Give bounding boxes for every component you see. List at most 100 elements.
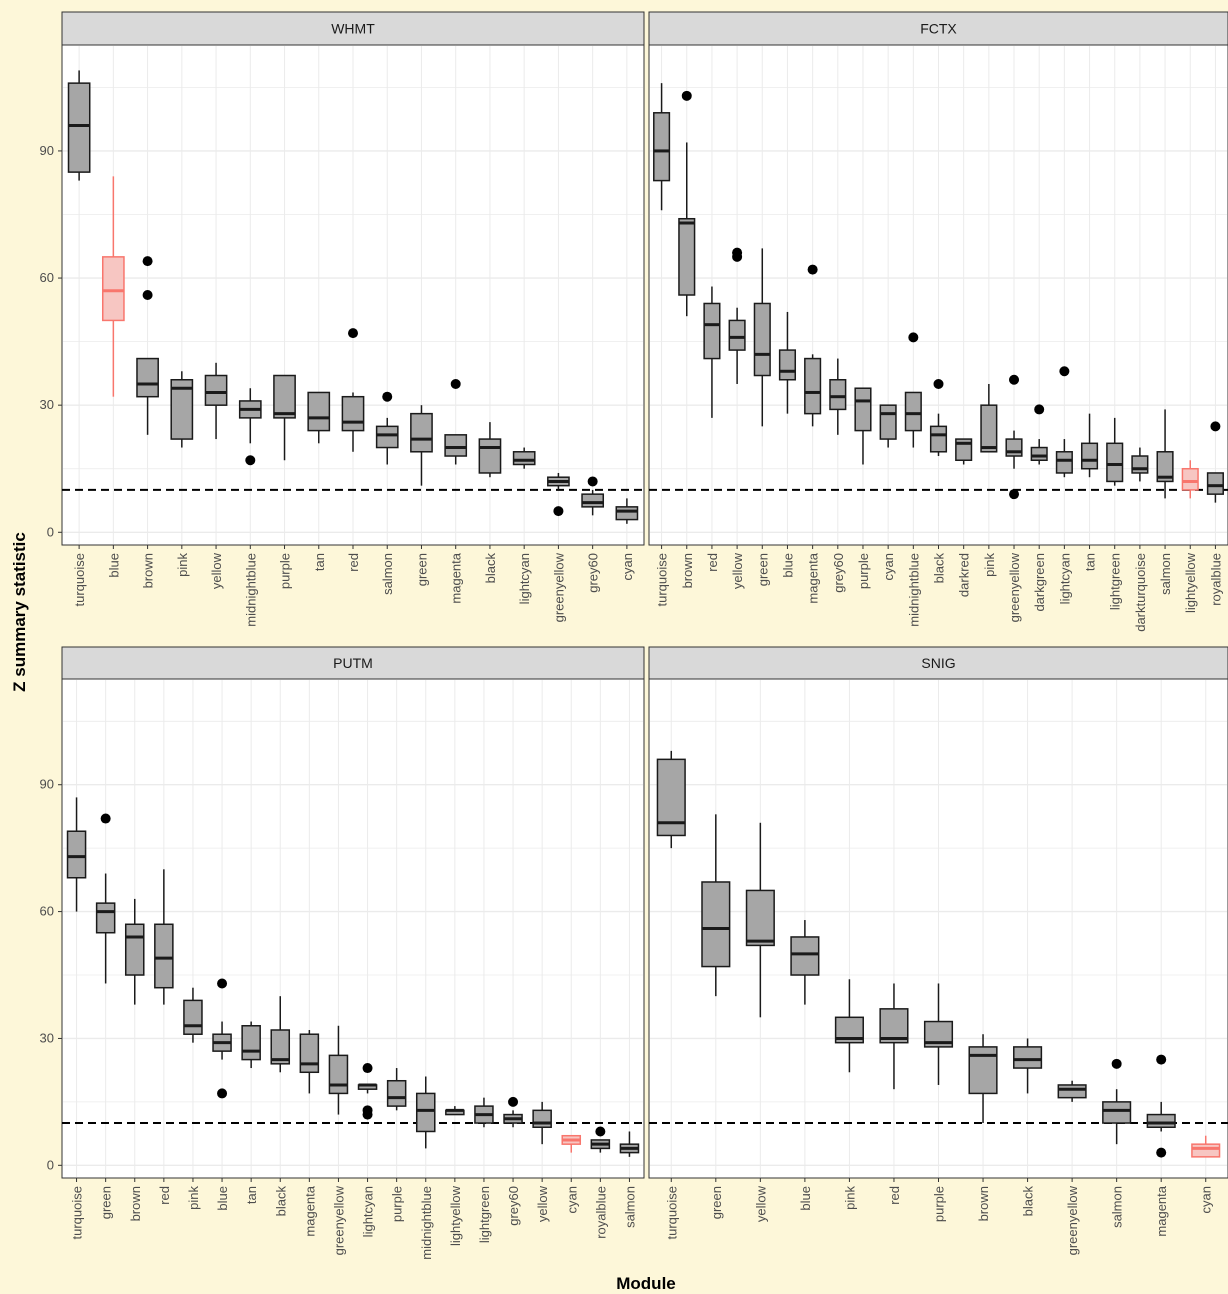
- box-lightgreen: [474, 1097, 494, 1128]
- outlier-point: [553, 506, 564, 517]
- outlier-point: [908, 332, 919, 343]
- x-tick-label: lightgreen: [477, 1186, 492, 1243]
- x-tick-label: purple: [390, 1186, 405, 1222]
- x-tick-label: blue: [798, 1186, 813, 1211]
- box-greenyellow: [1057, 1080, 1087, 1102]
- outlier-point: [142, 256, 153, 267]
- x-tick-label: magenta: [302, 1185, 317, 1236]
- x-tick-label: grey60: [586, 553, 601, 593]
- x-tick-label: brown: [128, 1186, 143, 1221]
- x-tick-label: turquoise: [664, 1186, 679, 1239]
- box-iqr: [478, 438, 502, 474]
- box-iqr: [386, 1079, 407, 1107]
- box-iqr: [328, 1054, 349, 1095]
- outlier-point: [1111, 1058, 1122, 1069]
- x-tick-label: salmon: [1110, 1186, 1125, 1228]
- x-tick-label: yellow: [753, 1185, 768, 1222]
- box-iqr: [1030, 446, 1048, 462]
- box-grey60: [581, 476, 605, 516]
- box-black: [1013, 1038, 1043, 1094]
- box-pink: [980, 383, 998, 453]
- box-iqr: [532, 1109, 552, 1129]
- box-iqr: [67, 82, 91, 173]
- box-turquoise: [66, 797, 87, 912]
- box-iqr: [980, 404, 998, 453]
- box-brown: [136, 256, 159, 435]
- x-tick-label: blue: [106, 553, 121, 578]
- x-tick-label: black: [1021, 1186, 1036, 1217]
- x-tick-label: red: [157, 1186, 172, 1205]
- box-brown: [124, 898, 145, 1005]
- box-iqr: [1146, 1113, 1176, 1129]
- box-green: [701, 814, 731, 997]
- x-tick-label: red: [346, 553, 361, 572]
- box-iqr: [154, 923, 174, 989]
- outlier-point: [382, 391, 393, 402]
- outlier-point: [142, 290, 153, 300]
- box-lightgreen: [1106, 417, 1124, 486]
- x-tick-label: cyan: [620, 553, 635, 580]
- box-iqr: [307, 391, 331, 432]
- box-magenta: [1146, 1054, 1176, 1158]
- box-iqr: [1055, 451, 1073, 474]
- outlier-point: [362, 1063, 373, 1074]
- box-magenta: [299, 1029, 320, 1094]
- x-tick-label: greenyellow: [331, 1185, 346, 1255]
- panel-background: [61, 678, 645, 1179]
- box-yellow: [532, 1101, 552, 1145]
- x-tick-label: pink: [842, 1186, 857, 1210]
- box-red: [154, 869, 174, 1005]
- box-lightcyan: [512, 447, 536, 469]
- box-salmon: [375, 391, 399, 465]
- box-yellow: [204, 362, 228, 440]
- box-lightyellow: [1181, 460, 1199, 499]
- box-iqr: [95, 902, 116, 934]
- x-tick-label: magenta: [449, 552, 464, 603]
- box-magenta: [804, 264, 822, 427]
- box-iqr: [341, 395, 365, 432]
- x-tick-label: pink: [175, 553, 190, 577]
- outlier-point: [1059, 366, 1070, 377]
- box-tan: [241, 1021, 261, 1069]
- x-tick-label: magenta: [1154, 1185, 1169, 1236]
- x-tick-label: brown: [141, 553, 156, 588]
- outlier-point: [1009, 374, 1020, 385]
- x-tick-label: salmon: [380, 553, 395, 595]
- panel-strip: [648, 646, 1228, 680]
- outlier-point: [1009, 489, 1020, 500]
- box-black: [478, 422, 502, 478]
- outlier-point: [1210, 421, 1221, 432]
- box-red: [703, 286, 721, 418]
- box-royalblue: [590, 1126, 611, 1153]
- x-tick-label: darkgreen: [1032, 553, 1047, 612]
- box-iqr: [512, 451, 536, 466]
- box-darkturquoise: [1131, 447, 1149, 482]
- outlier-point: [217, 1088, 228, 1099]
- box-cyan: [879, 404, 897, 448]
- x-tick-label: tan: [1083, 553, 1098, 571]
- x-tick-label: purple: [856, 553, 871, 589]
- box-iqr: [124, 923, 145, 976]
- outlier-point: [681, 90, 692, 101]
- box-midnightblue: [238, 388, 262, 466]
- box-brown: [678, 90, 696, 317]
- x-tick-label: midnightblue: [906, 553, 921, 627]
- y-tick-label: 60: [40, 904, 54, 919]
- box-iqr: [299, 1033, 320, 1074]
- x-tick-label: greenyellow: [1065, 1185, 1080, 1255]
- x-tick-label: salmon: [1158, 553, 1173, 595]
- x-tick-label: lightcyan: [361, 1186, 376, 1237]
- box-iqr: [615, 506, 639, 521]
- box-cyan: [561, 1134, 582, 1153]
- x-tick-label: red: [887, 1186, 902, 1205]
- box-purple: [386, 1068, 407, 1111]
- box-magenta: [444, 378, 468, 465]
- x-tick-label: turquoise: [70, 1186, 85, 1239]
- x-tick-label: lightcyan: [517, 553, 532, 604]
- x-tick-label: salmon: [622, 1186, 637, 1228]
- x-tick-label: brown: [680, 553, 695, 588]
- box-greenyellow: [1005, 374, 1023, 500]
- box-iqr: [183, 999, 203, 1035]
- x-tick-label: midnightblue: [243, 553, 258, 627]
